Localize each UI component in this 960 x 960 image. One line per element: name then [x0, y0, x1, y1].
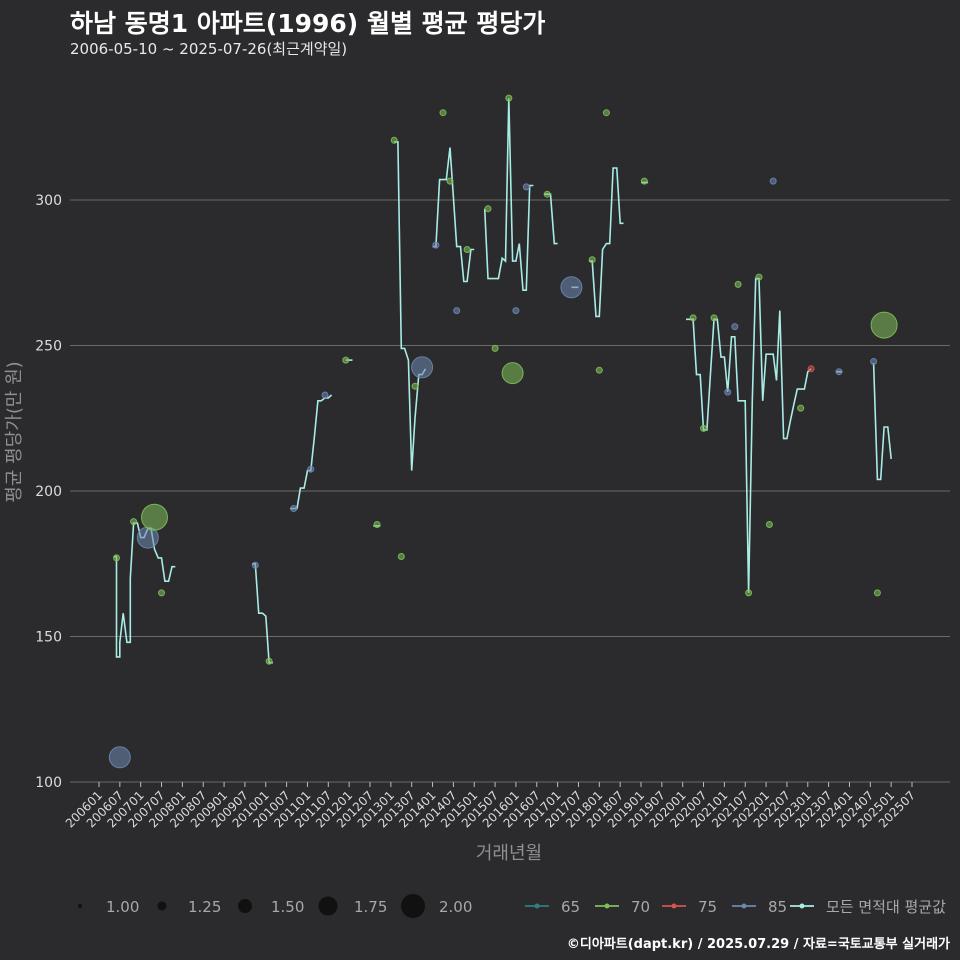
point-70-25 — [505, 94, 513, 102]
color-legend-label-4: 85 — [768, 898, 787, 916]
color-legend-dot-3 — [671, 903, 677, 909]
size-legend-label-1.25: 1.25 — [188, 898, 221, 916]
point-85-11 — [321, 391, 329, 399]
point-70-15 — [397, 553, 405, 560]
point-70-32 — [595, 366, 603, 374]
color-legend-label-3: 75 — [698, 898, 717, 916]
point-85-9 — [290, 505, 298, 512]
point-70-13 — [373, 521, 381, 528]
color-legend-label-5: 모든 면적대 평균값 — [826, 898, 946, 916]
point-70-24 — [491, 344, 499, 352]
footer-credit: ©디아파트(dapt.kr) / 2025.07.29 / 자료=국토교통부 실… — [566, 937, 950, 952]
size-legend-label-1.75: 1.75 — [354, 898, 387, 916]
point-70-14 — [390, 136, 398, 144]
color-legend-dot-4 — [741, 903, 747, 909]
y-tick-label-250: 250 — [35, 339, 62, 355]
chart-subtitle: 2006-05-10 ~ 2025-07-26(최근계약일) — [70, 40, 348, 58]
x-axis-label: 거래년월 — [476, 843, 542, 864]
size-legend-label-1.50: 1.50 — [271, 898, 304, 916]
color-legend-label-1: 65 — [561, 898, 580, 916]
color-legend-dot-1 — [534, 903, 540, 909]
point-70-41 — [745, 589, 753, 597]
point-70-6 — [158, 589, 165, 597]
point-85-2 — [108, 746, 131, 769]
average-line-segment-13 — [686, 277, 812, 593]
average-line-segment-7 — [432, 147, 475, 283]
point-70-3 — [130, 518, 138, 526]
point-70-22 — [463, 246, 471, 253]
point-70-37 — [710, 314, 718, 322]
size-legend-circle-2.00 — [401, 894, 425, 918]
point-70-40 — [734, 280, 742, 288]
point-70-26 — [501, 362, 524, 385]
point-70-5 — [141, 503, 168, 531]
point-70-49 — [873, 589, 881, 597]
average-line-segment-9 — [543, 193, 558, 245]
point-70-20 — [446, 177, 454, 185]
point-70-29 — [543, 190, 551, 198]
point-85-30 — [560, 276, 583, 299]
point-70-43 — [765, 521, 773, 528]
point-85-21 — [453, 307, 461, 315]
size-legend-circle-1.00 — [78, 904, 82, 908]
average-line-segment-8 — [483, 98, 534, 291]
grid-lines — [70, 199, 950, 783]
point-85-17 — [411, 356, 434, 379]
point-85-18 — [432, 241, 440, 249]
color-legend: 65 70 75 85 모든 면적대 평균값 — [525, 898, 946, 916]
point-70-50 — [870, 311, 898, 339]
scatter-points — [108, 94, 898, 769]
average-line-segment-1 — [113, 522, 176, 658]
point-85-28 — [522, 183, 530, 191]
point-70-8 — [265, 657, 273, 665]
color-legend-label-2: 70 — [631, 898, 650, 916]
point-85-48 — [870, 358, 878, 365]
y-axis-label: 평균 평당가(만 원) — [4, 361, 25, 502]
point-75-46 — [807, 365, 815, 373]
size-legend: 1.00 1.25 1.50 1.75 2.00 — [78, 894, 472, 918]
point-70-42 — [755, 273, 763, 281]
point-70-34 — [640, 177, 648, 185]
point-70-1 — [113, 554, 120, 562]
y-axis: 100 150 200 250 300 — [35, 193, 62, 791]
point-70-35 — [689, 314, 697, 322]
average-line-segment-6 — [394, 141, 427, 471]
y-tick-label-150: 150 — [35, 630, 62, 646]
size-legend-circle-1.25 — [157, 901, 167, 911]
point-85-10 — [307, 465, 315, 473]
y-tick-label-300: 300 — [35, 193, 62, 209]
point-70-16 — [411, 382, 419, 390]
y-tick-label-100: 100 — [35, 775, 62, 791]
point-85-7 — [251, 561, 259, 569]
point-70-36 — [700, 424, 707, 432]
point-85-39 — [731, 323, 739, 331]
point-85-47 — [835, 368, 843, 376]
size-legend-circle-1.75 — [318, 896, 338, 916]
size-legend-label-2.00: 2.00 — [439, 898, 472, 916]
point-70-33 — [602, 109, 610, 117]
average-line-segment-11 — [588, 167, 624, 318]
point-70-19 — [439, 109, 447, 117]
point-85-44 — [769, 177, 777, 185]
x-axis: 2006012006072007012007072008012008072009… — [63, 782, 918, 831]
point-85-38 — [724, 388, 732, 396]
point-70-45 — [797, 404, 805, 412]
point-85-27 — [512, 307, 520, 315]
size-legend-circle-1.50 — [238, 899, 252, 913]
point-70-12 — [342, 356, 350, 364]
average-line-segment-2 — [252, 563, 273, 664]
chart-title: 하남 동명1 아파트(1996) 월별 평균 평당가 — [70, 9, 546, 38]
point-70-23 — [484, 205, 492, 213]
color-legend-dot-2 — [604, 903, 610, 909]
color-legend-dot-5 — [799, 903, 805, 909]
size-legend-label-1.00: 1.00 — [106, 898, 139, 916]
y-tick-label-200: 200 — [35, 484, 62, 500]
average-line-segment-15 — [872, 362, 892, 481]
point-70-31 — [588, 256, 596, 264]
